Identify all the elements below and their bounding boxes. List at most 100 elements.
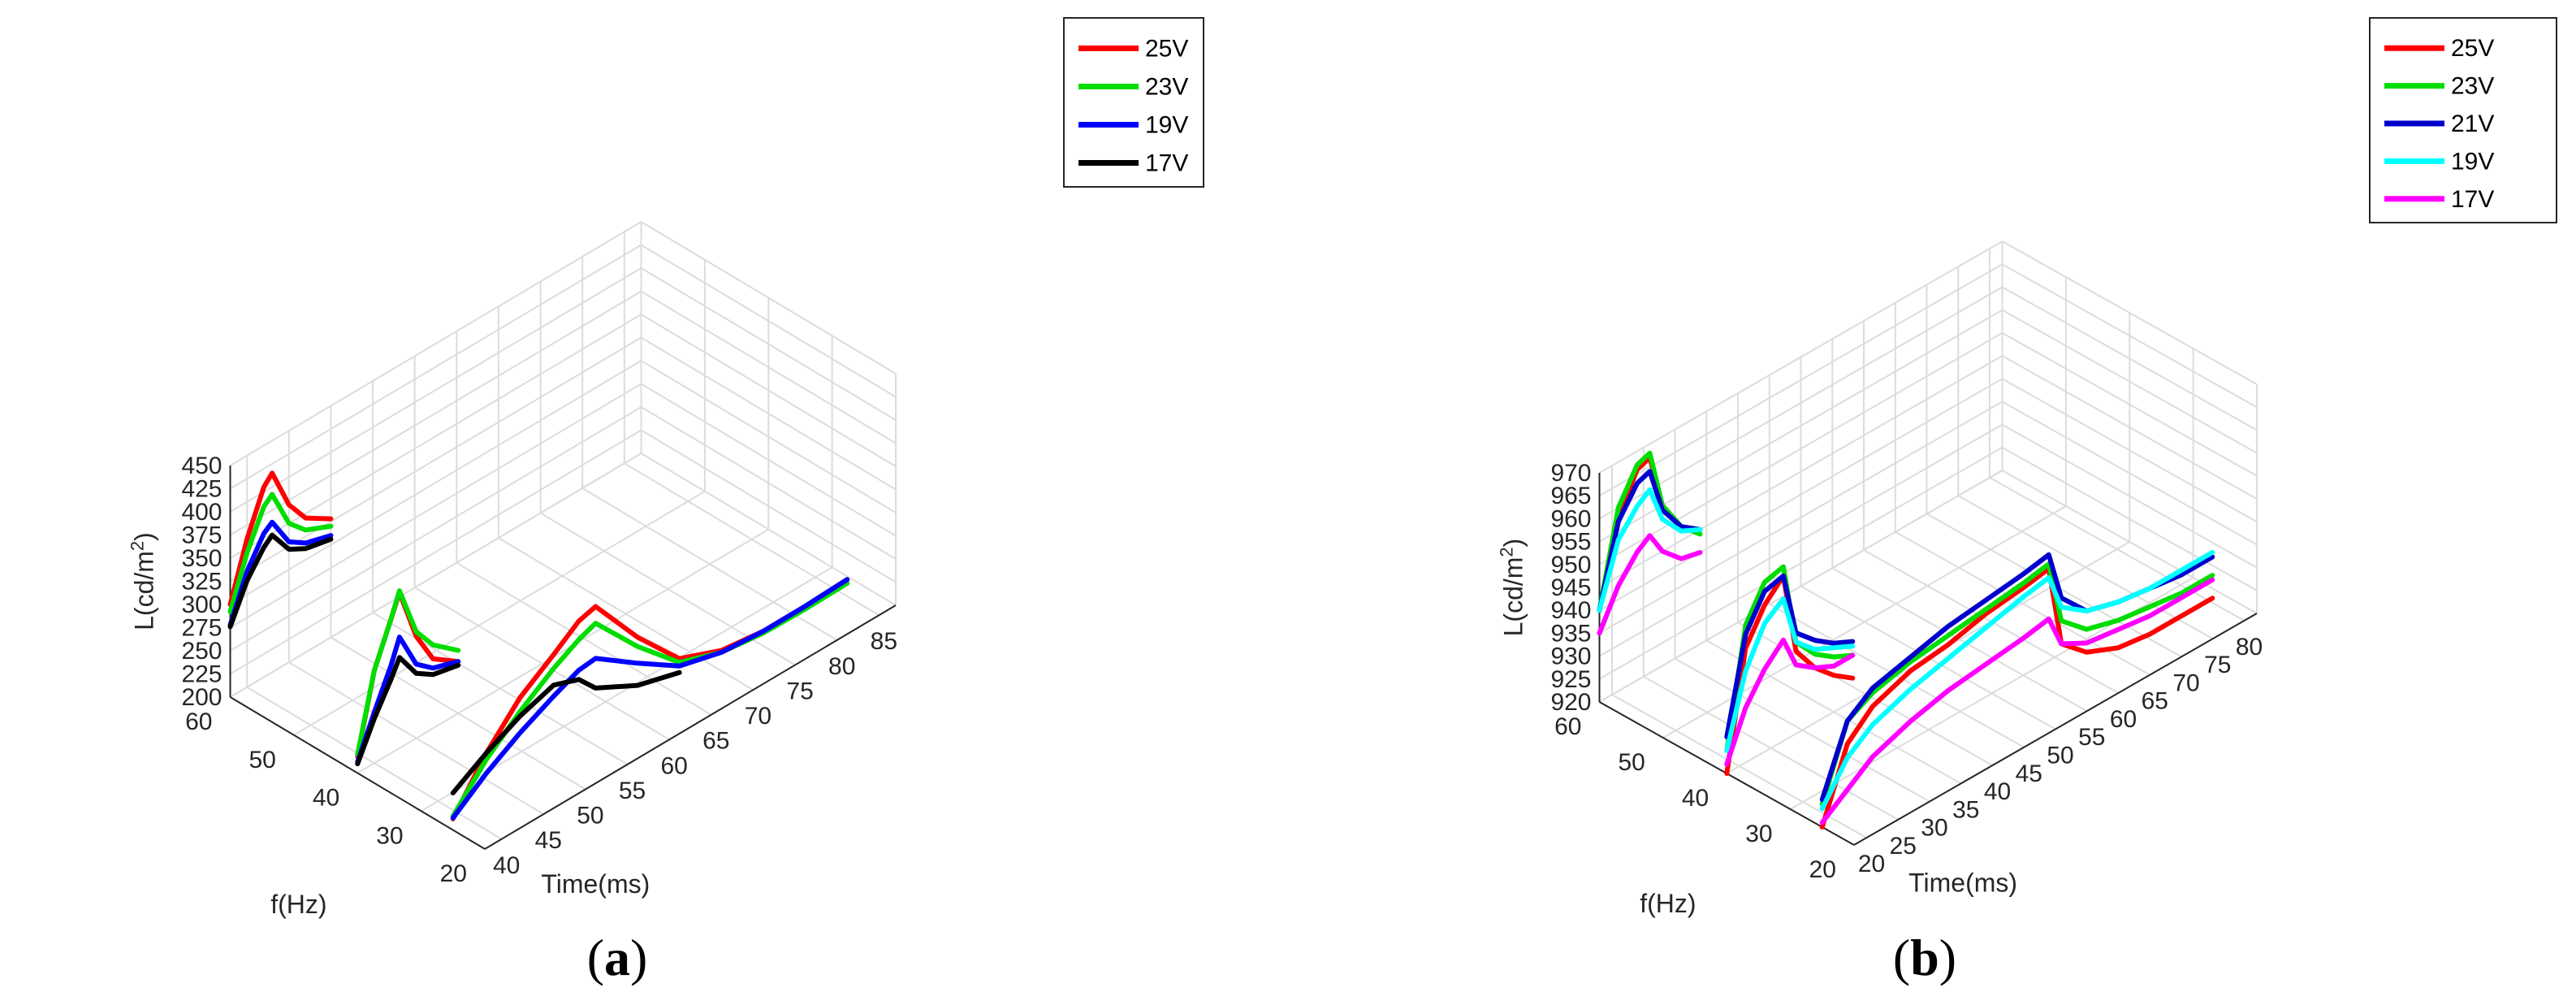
f-tick-label: 50 (1619, 749, 1645, 776)
legend: 25V 23V 19V 17V (1063, 17, 1204, 188)
panel-label-close: ) (630, 929, 647, 986)
grid-line (1957, 495, 2214, 640)
z-tick-label: 400 (181, 499, 222, 526)
z-tick-label: 350 (181, 545, 222, 572)
z-tick-label: 930 (1550, 643, 1591, 670)
legend-label: 19V (1145, 112, 1188, 139)
z-axis-label: L(cd/m2) (1497, 539, 1528, 637)
grid-line (293, 490, 706, 736)
series-line (1597, 487, 1703, 613)
series-line (227, 492, 334, 615)
series-line (1819, 561, 2215, 807)
f-tick-label: 30 (376, 822, 403, 849)
series-line (355, 655, 461, 767)
time-axis-label: Time(ms) (541, 869, 650, 899)
z-tick-label: 935 (1550, 620, 1591, 647)
f-tick-label: 60 (185, 708, 212, 735)
z-axis-label-close: ) (1499, 539, 1528, 548)
f-tick-label: 60 (1554, 713, 1581, 740)
grid-line (229, 360, 642, 605)
legend: 25V 23V 21V 19V 17V (2369, 17, 2557, 223)
grid-line (229, 453, 642, 698)
chart-panel-a: 2002252502753003253503754004254502030405… (128, 17, 1204, 986)
grid-line (229, 406, 642, 652)
time-tick-label: 45 (535, 827, 562, 854)
z-tick-label: 940 (1550, 597, 1591, 624)
legend-label: 19V (2451, 148, 2494, 175)
time-tick-label: 40 (1984, 778, 2011, 805)
z-tick-label: 325 (181, 569, 222, 596)
series-25V (227, 470, 850, 821)
z-axis-label: L(cd/m2) (128, 532, 159, 630)
legend-box (2369, 17, 2557, 223)
panel-label-open: ( (587, 929, 604, 986)
f-tick-label: 40 (1682, 785, 1709, 812)
grid-line (330, 636, 586, 791)
z-axis-label-main: L(cd/m (130, 551, 159, 630)
grid-line (229, 244, 642, 490)
grid-line (229, 290, 642, 536)
series-line (355, 588, 461, 757)
panel-label-letter: a (604, 929, 630, 986)
f-axis-line (229, 696, 486, 850)
series-17V (227, 532, 682, 795)
series-line (227, 470, 334, 607)
legend-label: 23V (1145, 74, 1188, 101)
series-line (1819, 549, 2215, 812)
series-line (355, 635, 461, 765)
grid-line (1643, 675, 1899, 821)
legend-label: 23V (2451, 73, 2494, 100)
panel-label: (a) (587, 929, 648, 986)
series-line (227, 532, 334, 630)
legend-label: 17V (2451, 186, 2494, 213)
time-tick-label: 70 (2172, 669, 2199, 696)
grid-line (414, 587, 670, 741)
z-tick-label: 950 (1550, 552, 1591, 578)
z-tick-label: 225 (181, 661, 222, 688)
f-axis-label: f(Hz) (270, 890, 326, 919)
legend-label: 17V (1145, 150, 1188, 177)
z-axis-label-sup: 2 (128, 541, 148, 551)
grid-line (229, 429, 642, 675)
legend-label: 25V (1145, 36, 1188, 63)
grid-line (229, 383, 642, 629)
grid-line (498, 537, 754, 691)
panel-label-letter: b (1910, 929, 1939, 986)
time-tick-label: 40 (493, 852, 520, 879)
series-line (1724, 596, 1856, 753)
time-tick-label: 30 (1921, 815, 1947, 842)
time-tick-label: 60 (2110, 706, 2137, 733)
z-tick-label: 970 (1550, 460, 1591, 487)
time-tick-label: 50 (2047, 743, 2073, 769)
legend-label: 21V (2451, 110, 2494, 137)
grid-line (246, 686, 503, 840)
f-tick-label: 30 (1745, 821, 1772, 847)
time-tick-label: 75 (2204, 652, 2231, 678)
legend-label: 25V (2451, 35, 2494, 62)
time-tick-label: 70 (745, 703, 772, 730)
time-tick-label: 25 (1890, 833, 1917, 860)
z-tick-label: 300 (181, 591, 222, 618)
grid-line (229, 336, 642, 583)
grid-line (229, 314, 642, 559)
z-tick-label: 945 (1550, 574, 1591, 601)
z-tick-label: 965 (1550, 483, 1591, 509)
panel-label: (b) (1893, 929, 1956, 986)
f-tick-label: 20 (440, 860, 467, 887)
time-tick-label: 65 (702, 728, 729, 755)
panel-label-close: ) (1939, 929, 1956, 986)
series-line (227, 519, 334, 628)
z-tick-label: 200 (181, 684, 222, 711)
grid-line (357, 528, 769, 774)
series-19V (1597, 487, 2215, 812)
time-tick-label: 80 (2236, 634, 2263, 661)
time-tick-label: 75 (786, 678, 813, 704)
series-line (1819, 565, 2215, 830)
time-tick-label: 65 (2142, 688, 2168, 715)
z-axis-label-main: L(cd/m (1499, 557, 1528, 637)
z-tick-label: 925 (1550, 666, 1591, 693)
grid-line (1989, 477, 2245, 622)
f-tick-label: 20 (1809, 856, 1836, 883)
f-tick-label: 40 (313, 785, 339, 812)
time-tick-label: 50 (577, 803, 603, 830)
